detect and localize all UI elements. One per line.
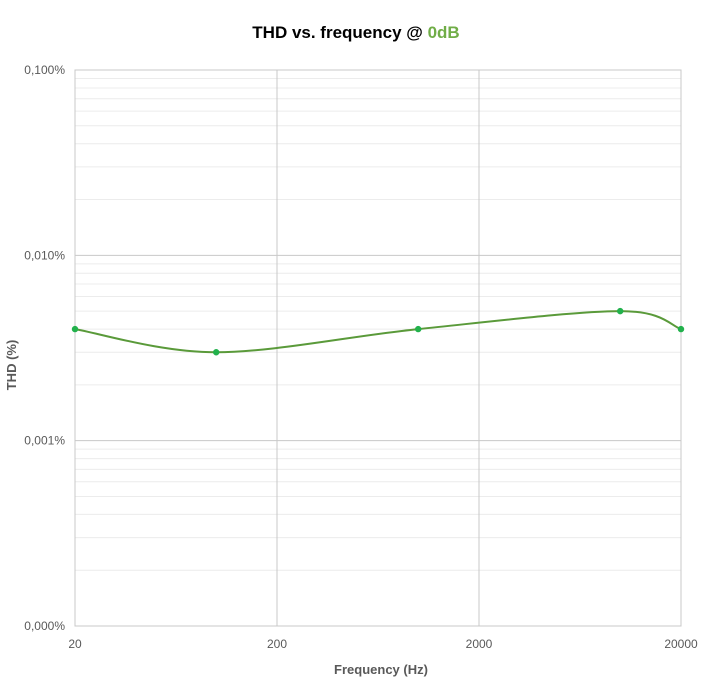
y-axis-label: THD (%) bbox=[4, 340, 19, 391]
x-tick-label: 200 bbox=[267, 637, 287, 651]
chart-title-main: THD vs. frequency @ bbox=[252, 23, 427, 42]
data-point bbox=[414, 325, 422, 333]
data-point bbox=[616, 307, 624, 315]
y-tick-label: 0,000% bbox=[24, 619, 65, 633]
y-tick-label: 0,010% bbox=[24, 248, 65, 262]
data-point bbox=[71, 325, 79, 333]
x-tick-label: 20000 bbox=[664, 637, 698, 651]
x-tick-label: 2000 bbox=[466, 637, 493, 651]
x-axis-label: Frequency (Hz) bbox=[334, 662, 428, 677]
chart-title: THD vs. frequency @ 0dB bbox=[252, 23, 459, 42]
plot-area-border bbox=[74, 69, 682, 627]
tick-labels: 0,000% 0,001% 0,010% 0,100% 20 200 2000 20000 bbox=[24, 63, 698, 651]
x-tick-label: 20 bbox=[68, 637, 82, 651]
grid-layer bbox=[74, 69, 682, 627]
data-point bbox=[677, 325, 685, 333]
chart-title-highlight: 0dB bbox=[428, 23, 460, 42]
series-layer bbox=[71, 307, 685, 356]
series-line bbox=[74, 310, 682, 354]
y-tick-label: 0,001% bbox=[24, 434, 65, 448]
data-point bbox=[212, 349, 220, 356]
y-tick-label: 0,100% bbox=[24, 63, 65, 77]
